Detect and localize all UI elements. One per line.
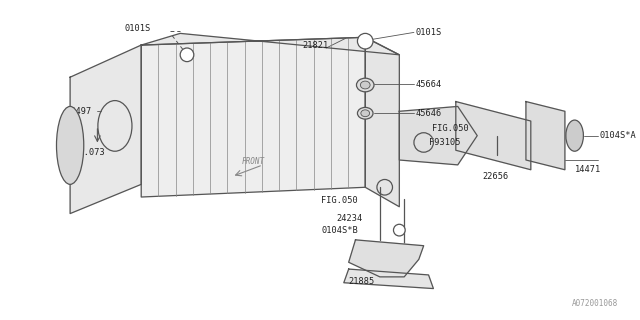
Text: 22656: 22656 — [482, 172, 508, 181]
Text: 14471: 14471 — [575, 165, 601, 174]
Polygon shape — [70, 45, 141, 213]
Polygon shape — [526, 101, 565, 170]
Text: 24234: 24234 — [336, 214, 362, 223]
Circle shape — [180, 48, 194, 62]
Ellipse shape — [360, 81, 370, 89]
Ellipse shape — [566, 120, 584, 151]
Ellipse shape — [56, 107, 84, 184]
Text: 0104S*A: 0104S*A — [600, 131, 637, 140]
Text: 45646: 45646 — [416, 109, 442, 118]
Text: FIG.073: FIG.073 — [68, 148, 105, 157]
Text: 21821: 21821 — [302, 41, 328, 50]
Text: FIG.050: FIG.050 — [433, 124, 469, 133]
Ellipse shape — [358, 108, 373, 119]
Polygon shape — [365, 37, 399, 207]
Polygon shape — [141, 37, 365, 197]
Text: FRONT: FRONT — [241, 157, 265, 166]
Text: 0101S: 0101S — [125, 24, 151, 33]
Circle shape — [394, 224, 405, 236]
Ellipse shape — [361, 110, 370, 117]
Polygon shape — [456, 101, 531, 170]
Text: 21885: 21885 — [349, 277, 375, 286]
Polygon shape — [399, 107, 477, 165]
Text: 14497: 14497 — [66, 107, 92, 116]
Text: 0104S*B: 0104S*B — [321, 226, 358, 235]
Polygon shape — [141, 33, 399, 55]
Polygon shape — [344, 269, 433, 289]
Text: F93105: F93105 — [429, 138, 460, 147]
Text: 45664: 45664 — [416, 80, 442, 89]
Ellipse shape — [356, 78, 374, 92]
Circle shape — [358, 33, 373, 49]
Text: FIG.050: FIG.050 — [321, 196, 358, 205]
Text: A072001068: A072001068 — [572, 299, 618, 308]
Polygon shape — [349, 240, 424, 277]
Text: 0101S: 0101S — [416, 28, 442, 37]
